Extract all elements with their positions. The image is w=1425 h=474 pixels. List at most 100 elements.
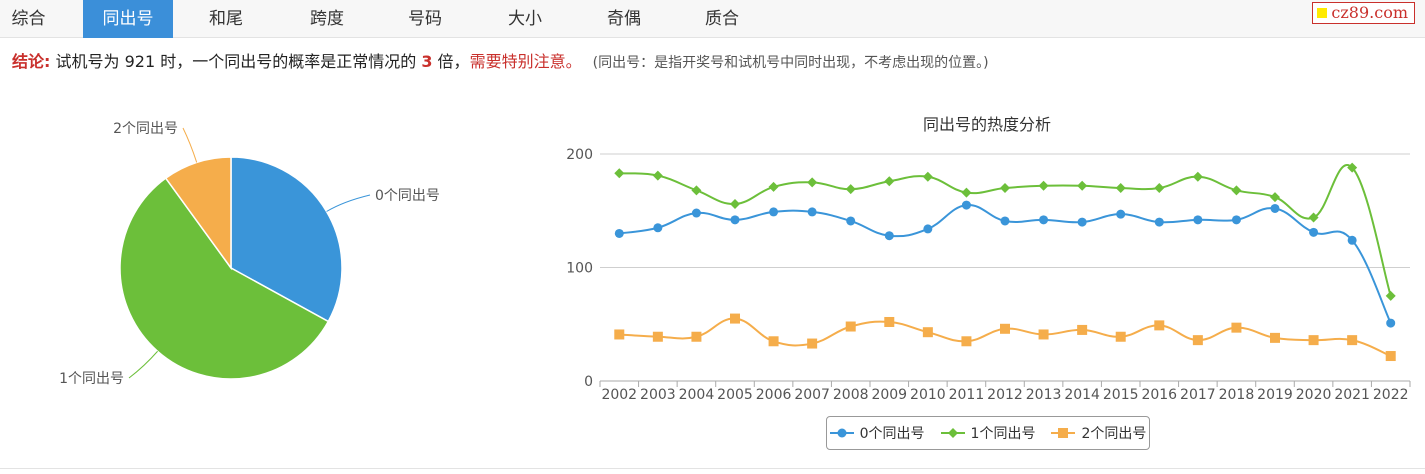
data-point — [1077, 324, 1088, 335]
data-point — [922, 171, 933, 182]
data-point — [1154, 217, 1164, 227]
data-point — [961, 200, 971, 210]
x-tick-label: 2018 — [1219, 387, 1255, 403]
data-point — [1385, 290, 1396, 301]
data-point — [1270, 203, 1280, 213]
data-point — [1039, 215, 1049, 225]
data-point — [922, 327, 933, 338]
x-tick-label: 2013 — [1026, 387, 1062, 403]
pie-slice — [164, 156, 232, 271]
data-point — [652, 331, 663, 342]
tab-size[interactable]: 大小 — [508, 9, 542, 29]
x-tick-label: 2007 — [794, 387, 830, 403]
tab-span[interactable]: 跨度 — [310, 9, 344, 29]
pie-connector — [182, 127, 198, 163]
data-point — [614, 168, 625, 179]
x-tick-label: 2010 — [910, 387, 946, 403]
conclusion-multiple: 3 — [421, 52, 433, 71]
data-point — [1154, 320, 1165, 331]
logo-square-icon — [1317, 8, 1328, 18]
legend-diamond-icon — [940, 428, 965, 438]
legend-label: 0个同出号 — [859, 426, 925, 442]
x-tick-label: 2012 — [987, 387, 1023, 403]
legend-circle-icon — [829, 428, 854, 438]
x-tick-label: 2009 — [871, 387, 907, 403]
pie-chart: 0个同出号 1个同出号 2个同出号 — [59, 121, 440, 387]
y-tick-label: 100 — [566, 261, 593, 277]
data-point — [1000, 323, 1010, 334]
data-point — [807, 338, 818, 349]
data-point — [1000, 183, 1010, 194]
pie-slice-label: 2个同出号 — [113, 121, 178, 137]
conclusion-text-2: 倍， — [437, 52, 470, 71]
legend-item-1[interactable]: 1个同出号 — [940, 423, 1036, 443]
pie-slice-label: 0个同出号 — [375, 188, 440, 204]
x-tick-label: 2002 — [601, 387, 637, 403]
data-point — [807, 177, 818, 188]
data-point — [845, 321, 856, 332]
data-point — [923, 224, 933, 234]
conclusion-label: 结论: — [12, 52, 51, 71]
data-point — [653, 223, 663, 233]
data-point — [691, 208, 701, 218]
tab-same-numbers[interactable]: 同出号 — [83, 0, 173, 38]
data-point — [1231, 215, 1241, 225]
data-point — [652, 170, 663, 181]
pie-slice — [230, 156, 343, 323]
pie-slice — [119, 177, 330, 380]
data-point — [691, 185, 702, 196]
data-point — [845, 184, 856, 195]
data-point — [1038, 329, 1049, 340]
data-point — [1231, 185, 1242, 196]
data-point — [1038, 180, 1049, 191]
tab-numbers[interactable]: 号码 — [408, 9, 442, 29]
site-logo[interactable]: cz89.com — [1312, 2, 1415, 24]
x-tick-label: 2008 — [833, 387, 869, 403]
data-point — [1000, 216, 1010, 226]
data-point — [614, 329, 625, 340]
data-point — [1308, 212, 1319, 223]
line-chart-legend: 0个同出号 1个同出号 2个同出号 — [826, 416, 1150, 450]
legend-square-icon — [1051, 428, 1076, 438]
data-point — [1192, 171, 1203, 182]
x-tick-label: 2020 — [1296, 387, 1332, 403]
legend-label: 1个同出号 — [970, 426, 1036, 442]
tab-prime-composite[interactable]: 质合 — [705, 9, 739, 29]
x-tick-label: 2021 — [1334, 387, 1370, 403]
data-point — [730, 313, 740, 324]
data-point — [1386, 318, 1396, 328]
data-point — [1231, 322, 1242, 333]
data-point — [1270, 332, 1280, 343]
chart-title: 同出号的热度分析 — [923, 115, 1051, 134]
data-point — [1309, 227, 1319, 237]
data-point — [1193, 215, 1203, 225]
data-point — [884, 231, 894, 241]
data-point — [614, 228, 624, 238]
tab-sum-tail[interactable]: 和尾 — [209, 9, 243, 29]
data-point — [1347, 162, 1358, 173]
x-tick-label: 2003 — [640, 387, 676, 403]
data-point — [1077, 180, 1088, 191]
x-tick-label: 2006 — [756, 387, 792, 403]
pie-slice-label: 1个同出号 — [59, 371, 124, 387]
legend-item-0[interactable]: 0个同出号 — [829, 423, 925, 443]
tab-overview[interactable]: 综合 — [11, 9, 46, 29]
y-tick-label: 0 — [584, 374, 593, 390]
legend-item-2[interactable]: 2个同出号 — [1051, 423, 1146, 443]
data-point — [1115, 183, 1126, 194]
y-tick-label: 200 — [566, 147, 593, 163]
data-point — [1192, 335, 1203, 346]
data-point — [1154, 183, 1165, 194]
x-tick-label: 2017 — [1180, 387, 1216, 403]
tab-bar: 综合 同出号 和尾 跨度 号码 大小 奇偶 质合 cz89.com — [0, 0, 1425, 38]
conclusion-warning: 需要特别注意。 — [469, 52, 582, 71]
data-point — [1385, 351, 1396, 362]
data-point — [1270, 192, 1280, 203]
data-point — [1308, 335, 1319, 346]
x-tick-label: 2004 — [679, 387, 715, 403]
x-tick-label: 2014 — [1064, 387, 1100, 403]
tab-odd-even[interactable]: 奇偶 — [607, 9, 641, 29]
data-point — [961, 187, 972, 198]
data-point — [768, 336, 779, 347]
